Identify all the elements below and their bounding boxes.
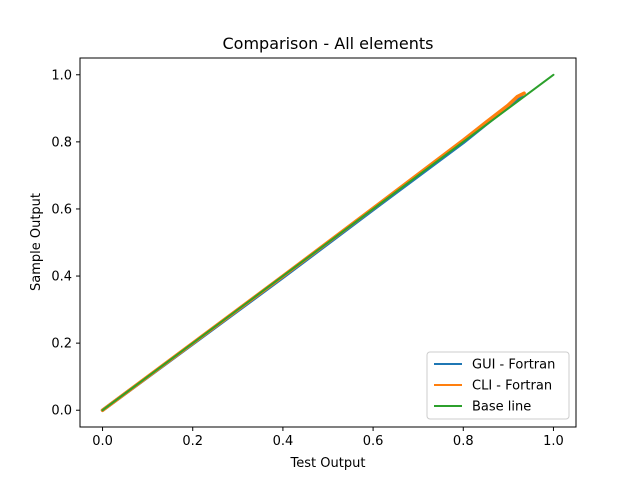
x-tick-label: 0.2 — [182, 434, 203, 449]
legend-label: GUI - Fortran — [472, 358, 555, 373]
series-layer — [100, 73, 555, 412]
legend-box — [426, 351, 570, 420]
x-tick-label: 1.0 — [543, 434, 564, 449]
x-tick-label: 0.0 — [92, 434, 113, 449]
x-tick-label: 0.8 — [453, 434, 474, 449]
y-tick-label: 0.8 — [51, 135, 72, 150]
x-axis-ticks: 0.0 0.2 0.4 0.6 0.8 1.0 — [92, 427, 564, 449]
y-tick-label: 0.2 — [51, 337, 72, 352]
chart-title: Comparison - All elements — [223, 34, 434, 53]
y-tick-label: 0.0 — [51, 404, 72, 419]
y-axis-label: Sample Output — [29, 193, 44, 291]
series-line-3 — [101, 73, 555, 412]
y-tick-label: 0.4 — [51, 270, 72, 285]
legend-label: Base line — [472, 400, 531, 415]
legend-label: CLI - Fortran — [472, 379, 552, 394]
legend: GUI - Fortran CLI - Fortran Base line — [426, 351, 570, 420]
y-tick-label: 0.6 — [51, 202, 72, 217]
x-tick-label: 0.4 — [273, 434, 294, 449]
y-axis-ticks: 0.0 0.2 0.4 0.6 0.8 1.0 — [51, 68, 80, 419]
y-tick-label: 1.0 — [51, 68, 72, 83]
plot-area — [79, 57, 577, 428]
x-axis-label: Test Output — [290, 456, 366, 471]
x-tick-label: 0.6 — [363, 434, 384, 449]
